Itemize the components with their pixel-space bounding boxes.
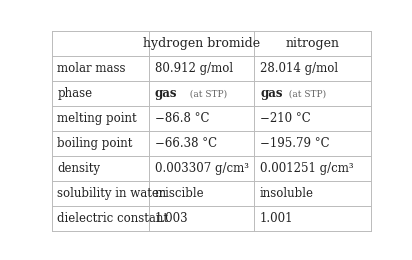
Text: 1.001: 1.001 [260, 212, 293, 225]
Text: molar mass: molar mass [57, 62, 126, 75]
Text: 0.003307 g/cm³: 0.003307 g/cm³ [154, 162, 248, 175]
Text: −195.79 °C: −195.79 °C [260, 137, 330, 150]
Text: 28.014 g/mol: 28.014 g/mol [260, 62, 338, 75]
Text: density: density [57, 162, 100, 175]
Text: −210 °C: −210 °C [260, 112, 311, 125]
Text: dielectric constant: dielectric constant [57, 212, 168, 225]
Text: (at STP): (at STP) [283, 89, 326, 98]
Text: hydrogen bromide: hydrogen bromide [143, 37, 260, 50]
Text: phase: phase [57, 87, 92, 100]
Text: gas: gas [260, 87, 283, 100]
Text: nitrogen: nitrogen [286, 37, 339, 50]
Text: solubility in water: solubility in water [57, 187, 165, 200]
Text: −86.8 °C: −86.8 °C [154, 112, 209, 125]
Text: 1.003: 1.003 [154, 212, 188, 225]
Text: gas: gas [154, 87, 177, 100]
Text: miscible: miscible [154, 187, 204, 200]
Text: (at STP): (at STP) [184, 89, 227, 98]
Text: melting point: melting point [57, 112, 137, 125]
Text: 80.912 g/mol: 80.912 g/mol [154, 62, 233, 75]
Text: insoluble: insoluble [260, 187, 314, 200]
Text: −66.38 °C: −66.38 °C [154, 137, 217, 150]
Text: boiling point: boiling point [57, 137, 133, 150]
Text: 0.001251 g/cm³: 0.001251 g/cm³ [260, 162, 353, 175]
